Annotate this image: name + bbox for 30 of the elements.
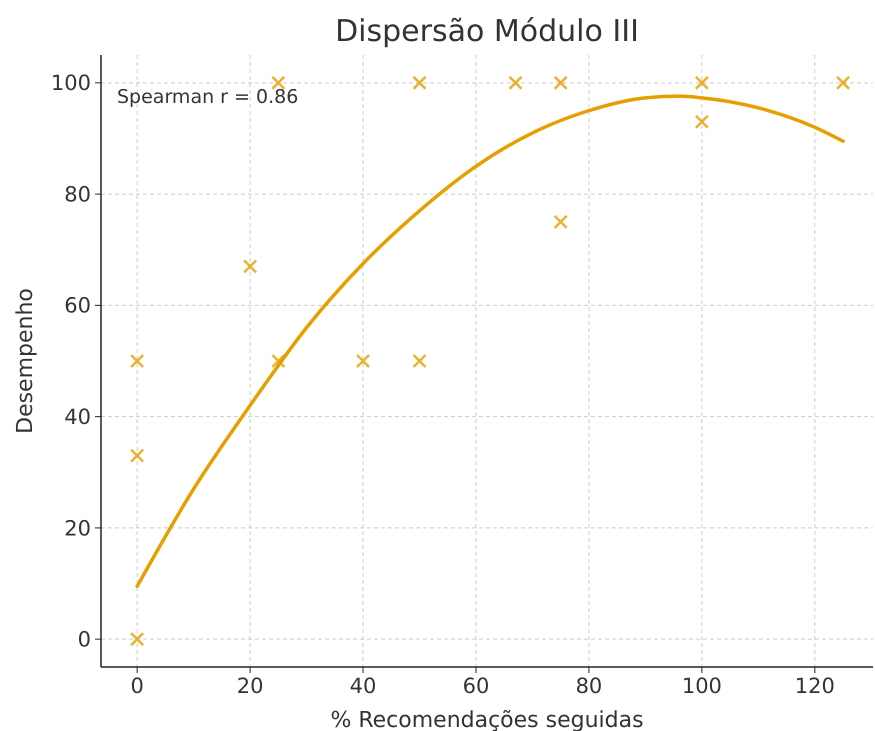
point xyxy=(694,114,710,130)
y-tick-label: 80 xyxy=(64,182,91,206)
x-tick-label: 40 xyxy=(350,674,376,698)
point xyxy=(412,76,427,90)
point xyxy=(412,354,427,368)
x-tick-label: 100 xyxy=(682,674,722,698)
x-tick-label: 60 xyxy=(462,674,490,698)
y-axis-title: Desempenho xyxy=(13,288,38,434)
annotation: Spearman r = 0.86 xyxy=(117,86,298,108)
y-tick-label: 40 xyxy=(64,404,91,429)
point xyxy=(356,354,370,368)
x-tick-label: 80 xyxy=(576,674,602,698)
y-tick-label: 0 xyxy=(78,628,91,652)
point xyxy=(130,354,144,368)
y-tick-label: 100 xyxy=(50,71,91,96)
x-tick-label: 0 xyxy=(130,674,144,698)
point xyxy=(553,76,568,90)
x-tick-label: 20 xyxy=(236,674,264,698)
point xyxy=(242,259,258,274)
point xyxy=(694,76,710,90)
point xyxy=(836,76,850,90)
point xyxy=(271,354,286,368)
x-tick-label: 120 xyxy=(794,674,835,698)
point xyxy=(508,76,523,90)
point xyxy=(553,214,568,230)
point xyxy=(130,632,144,646)
chart-title: Dispersão Módulo III xyxy=(335,14,639,49)
point xyxy=(130,448,144,463)
y-tick-label: 60 xyxy=(64,294,91,318)
y-tick-label: 20 xyxy=(64,516,91,540)
